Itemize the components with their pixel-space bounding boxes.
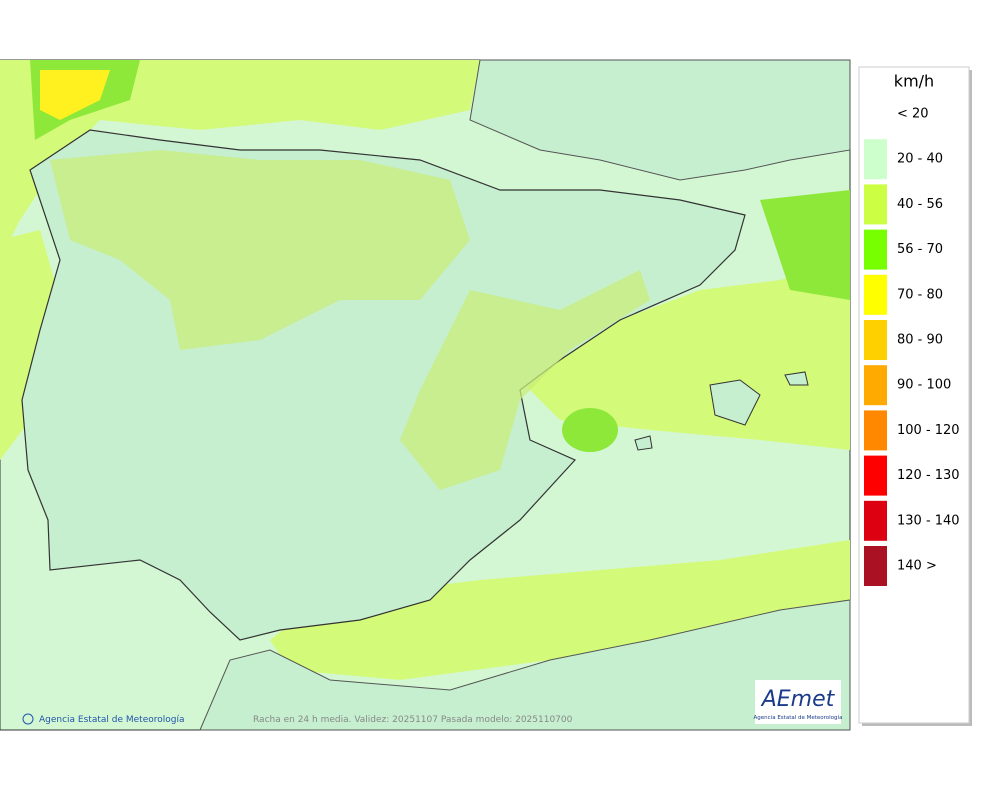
africa [199,599,851,731]
legend-label: 140 > [897,559,937,574]
legend-label: 90 - 100 [897,378,951,393]
legend-label: 120 - 130 [897,468,960,483]
credit: Agencia Estatal de Meteorología [39,715,185,725]
legend-label: 20 - 40 [897,152,943,167]
legend-swatch [864,94,887,134]
legend-swatch [864,546,887,586]
wind-zone [0,60,480,260]
logo-box [755,680,841,724]
legend-swatch [864,320,887,360]
legend-swatch [864,410,887,451]
legend-label: 70 - 80 [897,287,943,302]
legend-label: 100 - 120 [897,423,960,438]
island [634,435,653,451]
wind-zone [50,150,470,350]
legend-swatch [864,500,887,541]
map: Agencia Estatal de Meteorología Racha en… [0,59,851,731]
wind-zone [400,270,650,490]
legend-label: 56 - 70 [897,242,943,257]
legend-swatch [864,184,887,225]
legend-label: 130 - 140 [897,513,960,528]
legend-swatch [864,139,887,180]
legend-swatch [864,274,887,315]
copyright-icon [22,713,34,725]
legend-swatch [864,455,887,496]
wind-zone [760,190,850,300]
caption: Racha en 24 h media. Validez: 20251107 P… [253,715,573,725]
wind-zone [40,70,110,120]
island [784,371,809,386]
logo-name: AEmet [760,687,836,712]
wind-zone [562,408,618,452]
wind-zone [0,230,60,460]
france [469,59,851,181]
wind-zone [520,260,850,450]
legend-items: < 20 20 - 40 40 - 56 56 - 70 70 - 80 80 - 90 9… [864,94,960,586]
wind-zone [270,540,850,680]
logo-subtitle: Agencia Estatal de Meteorología [754,714,843,721]
legend-label: 40 - 56 [897,197,943,212]
legend-swatch [864,365,887,406]
island [709,379,761,426]
legend-swatch [864,229,887,270]
legend-label: < 20 [897,107,929,122]
legend-label: 80 - 90 [897,333,943,348]
legend-title: km/h [894,72,934,91]
